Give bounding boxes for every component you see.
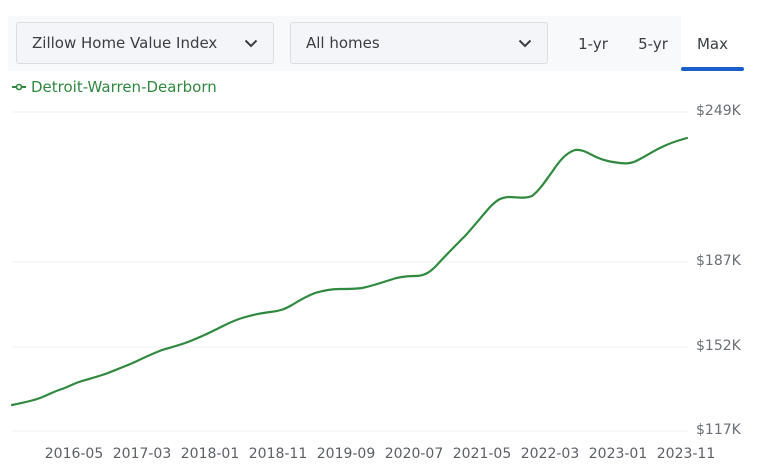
home-type-select-value: All homes [306,34,380,52]
chart-legend[interactable]: Detroit-Warren-Dearborn [12,78,217,96]
tab-1-yr[interactable]: 1-yr [568,16,618,71]
chevron-down-icon [244,36,258,50]
x-tick-label: 2023-11 [656,446,716,462]
tab-label: Max [696,34,728,53]
x-tick-label: 2021-05 [452,446,512,462]
legend-label: Detroit-Warren-Dearborn [31,78,217,96]
active-tab-indicator [681,67,744,71]
home-type-select[interactable]: All homes [290,22,548,64]
y-tick-label: $117K [696,422,741,438]
chevron-down-icon [518,36,532,50]
tab-label: 1-yr [578,34,608,53]
metric-select[interactable]: Zillow Home Value Index [16,22,274,64]
x-tick-label: 2023-01 [588,446,648,462]
series-line-detroit-warren-dearborn[interactable] [10,136,689,407]
x-tick-label: 2019-09 [316,446,376,462]
tab-5-yr[interactable]: 5-yr [628,16,678,71]
y-tick-label: $152K [696,338,741,354]
gridlines [12,111,688,432]
x-tick-label: 2018-11 [248,446,308,462]
x-tick-label: 2020-07 [384,446,444,462]
tab-label: 5-yr [638,34,668,53]
x-tick-label: 2017-03 [112,446,172,462]
x-tick-label: 2022-03 [520,446,580,462]
x-tick-label: 2016-05 [44,446,104,462]
line-marker-icon [12,83,26,91]
x-tick-label: 2018-01 [180,446,240,462]
metric-select-value: Zillow Home Value Index [32,34,218,52]
y-tick-label: $249K [696,103,741,119]
tab-max[interactable]: Max [681,16,744,71]
chart-toolbar: Zillow Home Value Index All homes 1-yr 5… [8,16,744,71]
y-tick-label: $187K [696,253,741,269]
